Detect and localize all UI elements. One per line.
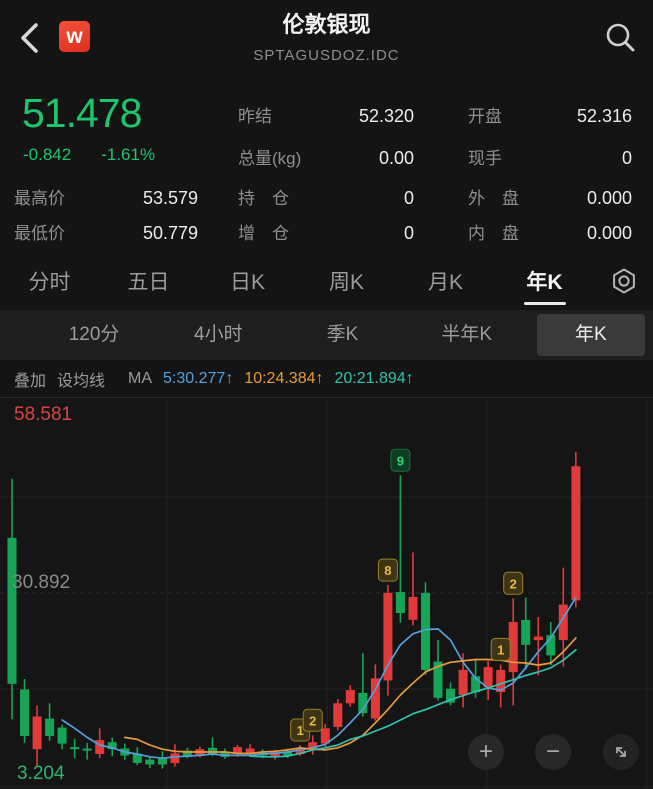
tab-weekly-k[interactable]: 周K: [328, 271, 364, 294]
page-title: 伦敦银现: [282, 12, 371, 37]
last-price: 51.478: [22, 90, 142, 136]
back-button[interactable]: [14, 20, 48, 56]
expand-icon: [616, 747, 626, 757]
search-icon: [606, 23, 635, 52]
ma-line-MA20: [249, 648, 577, 758]
candles-layer: [7, 452, 581, 769]
tab-minute[interactable]: 分时: [28, 271, 71, 294]
svg-text:2: 2: [309, 713, 316, 728]
svg-text:30.892: 30.892: [12, 572, 70, 593]
subtab-120min[interactable]: 120分: [68, 324, 120, 345]
tab-five-day[interactable]: 五日: [127, 271, 170, 294]
field-high: 最高价 53.579: [14, 188, 198, 208]
kline-chart[interactable]: 1 2 8 9 1 2 58.581 30.892 3.204 + −: [0, 398, 653, 789]
svg-text:1: 1: [497, 642, 504, 657]
header: w 伦敦银现 SPTAGUSDOZ.IDC: [0, 0, 653, 88]
svg-text:9: 9: [397, 453, 404, 468]
zoom-out-button[interactable]: −: [535, 734, 571, 770]
field-outer-volume: 外 盘 0.000: [468, 188, 632, 208]
subtab-4hour[interactable]: 4小时: [194, 324, 243, 345]
chart-settings-button[interactable]: [594, 252, 653, 310]
price-change-pct: -1.61%: [101, 145, 156, 164]
ma-label: MA: [128, 369, 153, 387]
field-oi-change: 增 仓 0: [238, 223, 414, 243]
search-button[interactable]: [601, 18, 639, 56]
fullscreen-button[interactable]: [603, 734, 639, 770]
sub-period-tab-bar: 120分 4小时 季K 半年K 年K: [0, 310, 653, 360]
svg-text:3.204: 3.204: [17, 763, 65, 784]
svg-text:58.581: 58.581: [14, 404, 72, 425]
field-inner-volume: 内 盘 0.000: [468, 223, 632, 243]
ma5-value: 5:30.277↑: [163, 369, 234, 387]
zoom-in-button[interactable]: +: [468, 734, 504, 770]
field-open: 开盘 52.316: [468, 106, 632, 126]
field-low: 最低价 50.779: [14, 223, 198, 243]
svg-text:2: 2: [510, 576, 517, 591]
ma20-value: 20:21.894↑: [334, 369, 414, 387]
svg-text:8: 8: [384, 563, 391, 578]
field-open-interest: 持 仓 0: [238, 188, 414, 208]
field-volume: 总量(kg) 0.00: [238, 148, 414, 168]
overlay-button[interactable]: 叠加: [14, 372, 47, 390]
chevron-left-icon: [21, 23, 38, 53]
subtab-half-year-k[interactable]: 半年K: [441, 324, 493, 345]
field-prev-settle: 昨结 52.320: [238, 106, 414, 126]
field-last-lot: 现手 0: [468, 148, 632, 168]
tab-monthly-k[interactable]: 月K: [427, 271, 463, 294]
tab-yearly-k[interactable]: 年K: [495, 252, 594, 310]
gear-icon: [612, 268, 635, 294]
price-change: -0.842: [23, 145, 72, 164]
subtab-year-k[interactable]: 年K: [529, 310, 653, 360]
subtab-quarter-k[interactable]: 季K: [326, 324, 359, 345]
period-tab-bar: 分时 五日 日K 周K 月K 年K: [0, 252, 653, 310]
grid-layer: [0, 400, 653, 788]
svg-text:1: 1: [297, 723, 304, 738]
axis-labels-layer: 58.581 30.892 3.204: [12, 404, 72, 784]
ma-line-MA5: [61, 596, 577, 760]
wind-logo: w: [59, 21, 90, 52]
ma10-value: 10:24.384↑: [244, 369, 324, 387]
tab-daily-k[interactable]: 日K: [229, 271, 265, 294]
instrument-code: SPTAGUSDOZ.IDC: [253, 47, 400, 64]
set-ma-button[interactable]: 设均线: [57, 372, 106, 390]
ma-legend-bar: 叠加 设均线 MA 5:30.277↑ 10:24.384↑ 20:21.894…: [0, 360, 653, 398]
quote-panel: 51.478 -0.842 -1.61% 昨结 52.320 开盘 52.316…: [0, 88, 653, 252]
